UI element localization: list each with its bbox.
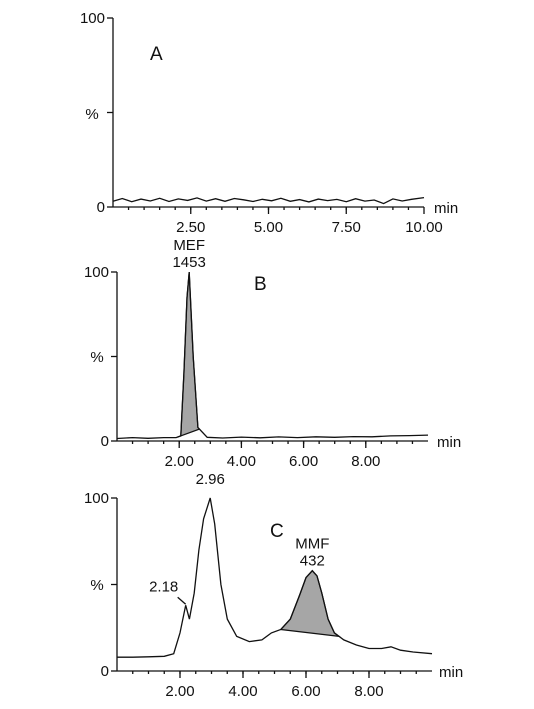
panel-a-y-tick-label: 0 [97,199,105,216]
panel-b-letter: B [254,274,267,295]
panel-c-trace [117,497,433,658]
panel-c-y-tick-label: 0 [101,663,109,680]
panel-b-y-ticks: 0 100 [84,264,117,450]
panel-c-letter: C [270,521,284,542]
panel-b-x-tick-label: 8.00 [351,453,380,470]
peak-label-value: 432 [300,553,325,570]
retention-time-label: 2.18 [149,578,178,595]
panel-a-x-tick-label: 2.50 [176,219,205,236]
peak-label-value: 1453 [172,254,205,271]
panel-c-x-label: min [439,664,463,681]
panel-a-trace [112,196,425,205]
panel-b-x-ticks: 2.00 4.00 6.00 8.00 [131,441,414,470]
panel-c-y-ticks: 0 100 [84,490,117,680]
panel-b-x-tick-label: 6.00 [289,453,318,470]
annotation-leader-line [177,596,187,605]
panel-b-x-tick-label: 2.00 [165,453,194,470]
panel-b-trace [116,271,429,440]
peak-area-mmf [279,569,342,638]
panel-b-y-tick-label: 100 [84,264,109,281]
panel-a-x-ticks: 2.50 5.00 7.50 10.00 [127,207,443,236]
panel-a-letter: A [150,44,163,65]
panel-a-x-tick-label: 7.50 [332,219,361,236]
panel-a: 0 100 2.50 5.00 7.50 10.00 % min A [80,10,458,236]
panel-c-y-label: % [90,577,103,594]
panel-a-y-ticks: 0 100 [80,10,113,216]
panel-a-x-label: min [434,200,458,217]
panel-c-y-tick-label: 100 [84,490,109,507]
panel-c-x-tick-label: 6.00 [291,683,320,700]
panel-b-y-label: % [90,349,103,366]
peak-label-name: MMF [295,536,329,553]
panel-a-y-tick-label: 100 [80,10,105,27]
panel-c-x-tick-label: 4.00 [228,683,257,700]
panel-b-x-tick-label: 4.00 [227,453,256,470]
peak-area-mef [177,271,201,438]
panel-b-x-label: min [437,434,461,451]
panel-c-x-tick-label: 2.00 [165,683,194,700]
retention-time-label: 2.96 [196,471,225,488]
peak-label-name: MEF [173,237,205,254]
panel-c-x-ticks: 2.00 4.00 6.00 8.00 [132,671,417,700]
panel-b-y-tick-label: 0 [101,433,109,450]
panel-a-x-tick-label: 10.00 [405,219,443,236]
panel-a-y-label: % [85,106,98,123]
panel-c-x-tick-label: 8.00 [354,683,383,700]
panel-c-annotations: 2.18 2.96 [149,471,225,605]
panel-a-x-tick-label: 5.00 [254,219,283,236]
